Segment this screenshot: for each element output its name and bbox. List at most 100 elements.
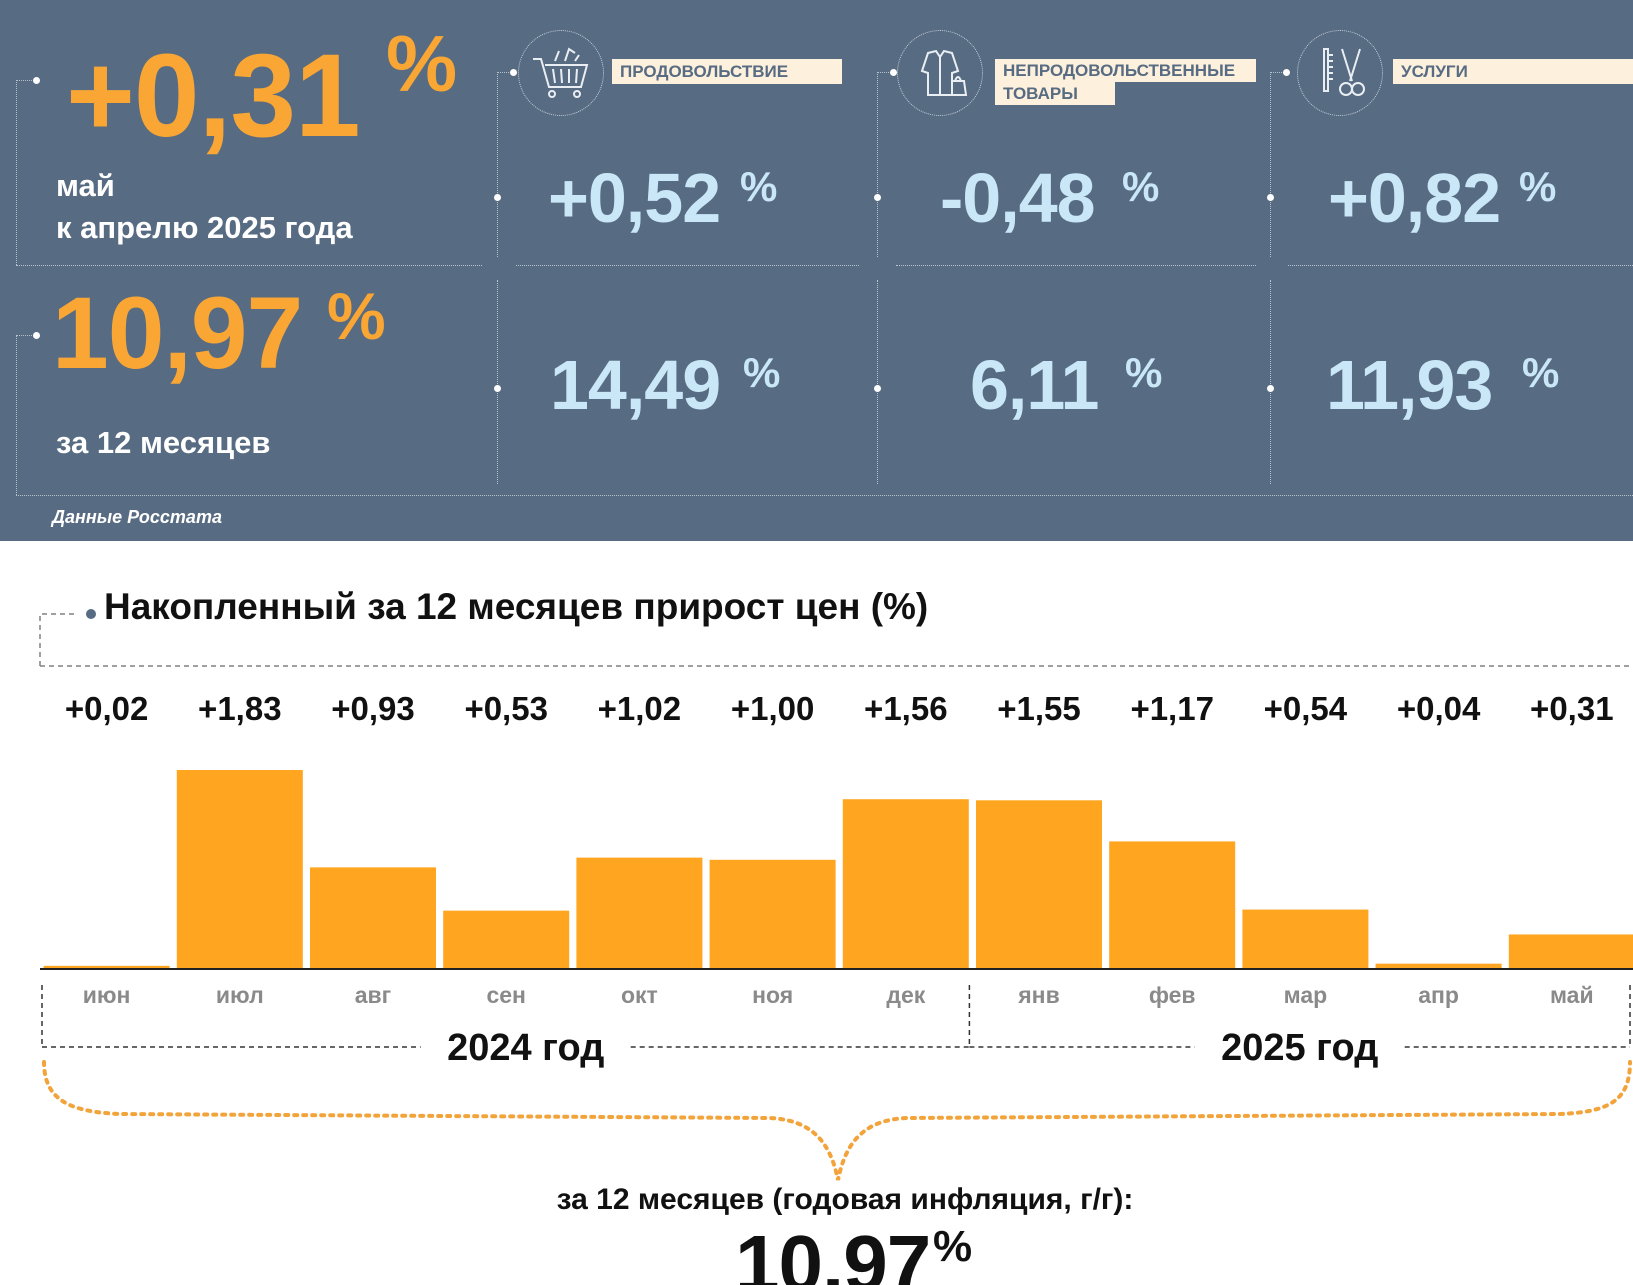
bar-фев [1109,841,1236,968]
clothing-icon [897,30,983,116]
data-source-note: Данные Росстата [52,507,222,527]
month-label: июн [83,982,131,1008]
frame-dot [874,194,881,201]
frame-dot [1267,194,1274,201]
nonfood-yearly-value: 6,11 [970,346,1099,424]
frame-line [16,265,482,266]
frame-line [1270,72,1286,73]
monthly-change-unit: % [386,19,458,108]
frame-dot [33,77,40,84]
frame-line [896,265,1256,266]
bar-май [1508,934,1633,968]
frame-dot [890,69,897,76]
month-label: фев [1149,982,1196,1008]
bar-value-label: +1,02 [598,690,682,727]
category-label-nonfood: НЕПРОДОВОЛЬСТВЕННЫЕ [995,59,1256,82]
frame-line [16,80,17,265]
frame-line [16,335,38,336]
frame-line [16,335,17,495]
month-label: июл [216,982,264,1008]
bar-value-label: +1,55 [997,690,1081,727]
bar-value-label: +0,93 [331,690,415,727]
frame-dot [874,385,881,392]
bar-окт [576,857,703,968]
services-yearly-unit: % [1522,349,1560,396]
year-group-label: 2025 год [1221,1027,1378,1069]
frame-line [877,72,893,73]
category-label-food: ПРОДОВОЛЬСТВИЕ [612,59,842,84]
monthly-change-value: +0,31 [66,30,361,162]
bar-value-label: +1,00 [731,690,815,727]
month-label: май [1550,982,1594,1008]
shopping-cart-icon [518,30,604,116]
nonfood-yearly-unit: % [1125,349,1163,396]
month-label: мар [1284,982,1328,1008]
yearly-period-label: за 12 месяцев [56,425,271,460]
frame-dot [1267,385,1274,392]
services-yearly-value: 11,93 [1326,346,1493,424]
bar-value-label: +0,54 [1264,690,1348,727]
month-label: дек [886,982,925,1008]
bar-value-label: +0,02 [65,690,149,727]
frame-dot [33,332,40,339]
food-yearly-value: 14,49 [550,346,721,424]
month-label: окт [621,982,658,1008]
month-label: янв [1017,982,1059,1008]
year-group-label: 2024 год [447,1027,604,1069]
bar-value-label: +0,31 [1530,690,1614,727]
bar-value-label: +1,83 [198,690,282,727]
frame-line [16,80,38,81]
frame-line [1288,265,1633,266]
yearly-change-unit: % [327,279,386,353]
frame-line [1270,72,1271,257]
yearly-change-value: 10,97 [52,276,303,390]
bar-value-label: +0,53 [464,690,548,727]
food-monthly-value: +0,52 [548,159,721,237]
category-label-services: УСЛУГИ [1393,59,1633,84]
nonfood-monthly-value: -0,48 [940,159,1096,237]
month-label: ноя [752,982,793,1008]
bar-дек [842,799,969,968]
bar-сен [443,910,570,968]
services-monthly-value: +0,82 [1328,159,1501,237]
food-monthly-unit: % [740,163,778,210]
annual-inflation-caption: за 12 месяцев (годовая инфляция, г/г): [556,1183,1134,1216]
title-bullet [86,609,96,619]
frame-line [497,72,513,73]
bar-июн [43,965,170,968]
bar-янв [976,800,1102,968]
month-label: сен [486,982,525,1008]
nonfood-monthly-unit: % [1122,163,1160,210]
frame-line [516,265,859,266]
annual-inflation-unit: % [933,1222,973,1271]
scissors-comb-icon [1297,30,1383,116]
food-yearly-unit: % [743,349,781,396]
bar-авг [310,867,436,968]
frame-dot [494,385,501,392]
bar-апр [1375,963,1502,968]
monthly-period-label: к апрелю 2025 года [56,210,353,245]
frame-line [16,495,1633,496]
category-label-nonfood: ТОВАРЫ [995,82,1115,105]
services-monthly-unit: % [1519,163,1557,210]
annual-brace [42,1060,1632,1181]
bar-июл [176,770,303,968]
summary-panel: +0,31 % май к апрелю 2025 года 10,97 % з… [0,0,1633,541]
frame-line [497,72,498,257]
frame-dot [494,194,501,201]
frame-line [497,280,498,484]
frame-line [877,280,878,484]
frame-dot [510,69,517,76]
bar-value-label: +1,17 [1130,690,1214,727]
chart-title: Накопленный за 12 месяцев прирост цен (%… [104,586,929,627]
bar-value-label: +1,56 [864,690,948,727]
frame-dot [1283,69,1290,76]
bar-value-label: +0,04 [1397,690,1481,727]
annual-inflation-value: 10.97 [735,1219,931,1285]
frame-line [1270,280,1271,484]
month-label: авг [355,982,392,1008]
title-frame-line [39,613,78,666]
frame-line [877,72,878,257]
bar-мар [1242,909,1369,968]
